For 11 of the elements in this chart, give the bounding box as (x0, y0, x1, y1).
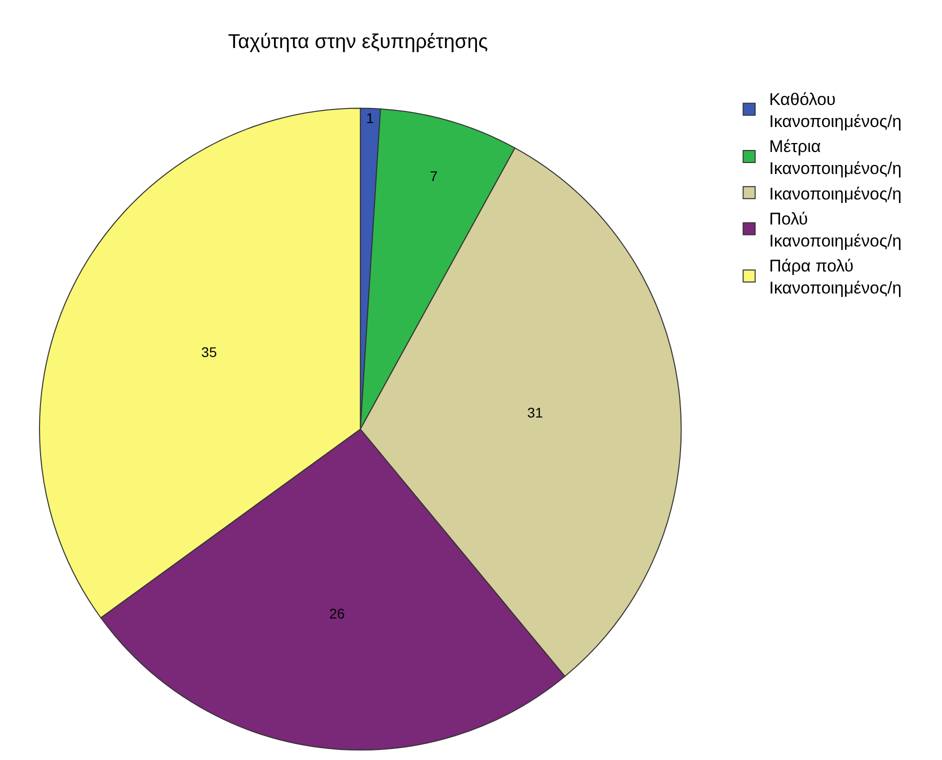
data-label: 7 (430, 168, 438, 184)
legend-label: Πολύ Ικανοποιημένος/η (769, 209, 902, 250)
legend-label: Πάρα πολύ Ικανοποιημένος/η (769, 256, 902, 298)
legend-label: Ικανοποιημένος/η (769, 184, 902, 204)
data-label: 26 (329, 605, 345, 622)
data-label: 31 (527, 404, 544, 421)
legend-label: Καθόλου Ικανοποιημένος/η (769, 90, 902, 131)
legend-label: Μέτρια Ικανοποιημένος/η (769, 137, 902, 178)
chart-title: Ταχύτητα στην εξυπηρέτησης (228, 31, 488, 54)
data-label: 1 (366, 110, 374, 126)
data-label: 35 (201, 344, 218, 360)
